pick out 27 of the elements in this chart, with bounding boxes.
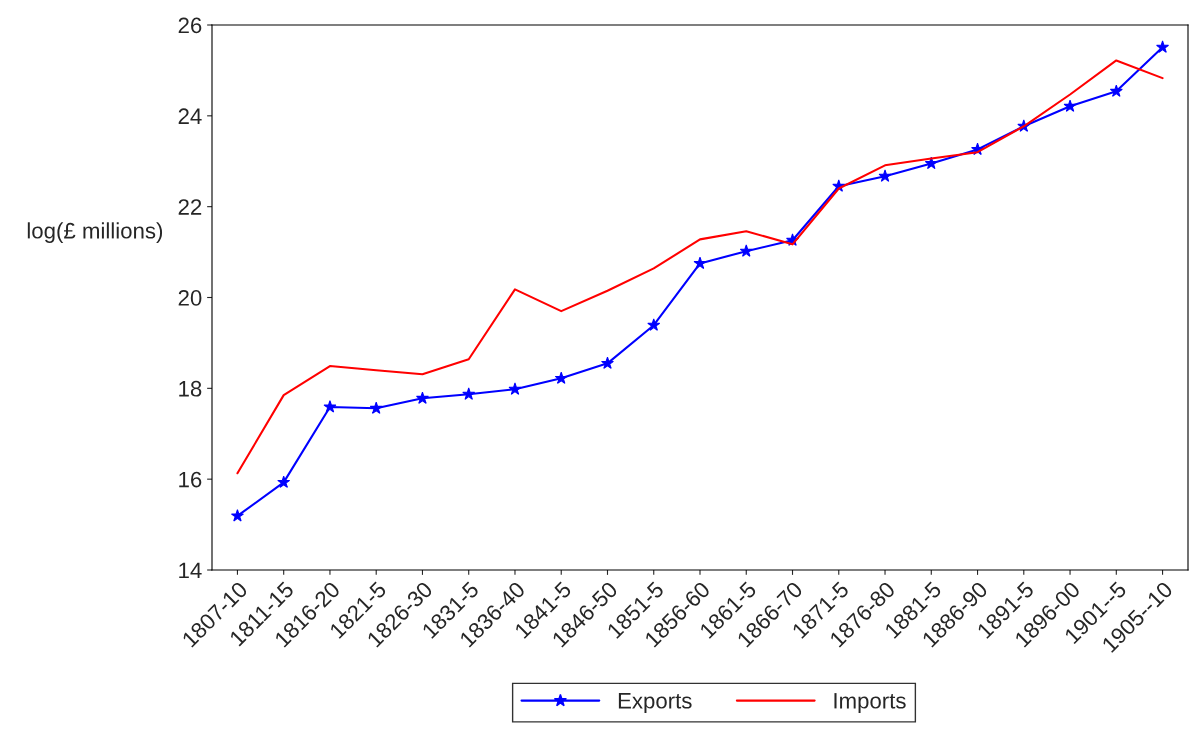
y-tick-label: 22 (178, 199, 202, 215)
point (878, 169, 892, 182)
y-tick-label: 24 (178, 108, 202, 124)
legend-label: Exports (618, 693, 692, 713)
y-tick-label: 20 (178, 290, 202, 306)
point (601, 356, 614, 369)
y-tick-label: 14 (179, 562, 202, 579)
y-tick-label: 26 (178, 17, 202, 34)
point (647, 318, 661, 331)
point (416, 391, 429, 404)
point (1156, 40, 1170, 53)
point (277, 475, 291, 488)
point (924, 156, 938, 170)
y-axis-title: log(£ millions) (27, 222, 163, 243)
point (1109, 84, 1123, 97)
point (323, 400, 337, 413)
point (693, 256, 707, 270)
point (739, 244, 753, 257)
legend-label: Imports (834, 693, 906, 713)
point (230, 509, 244, 522)
point (554, 371, 568, 384)
point (1063, 99, 1077, 112)
point (369, 401, 383, 414)
y-tick-label: 18 (179, 380, 202, 397)
point (462, 387, 476, 400)
point (508, 382, 522, 395)
y-tick-label: 16 (179, 471, 202, 488)
